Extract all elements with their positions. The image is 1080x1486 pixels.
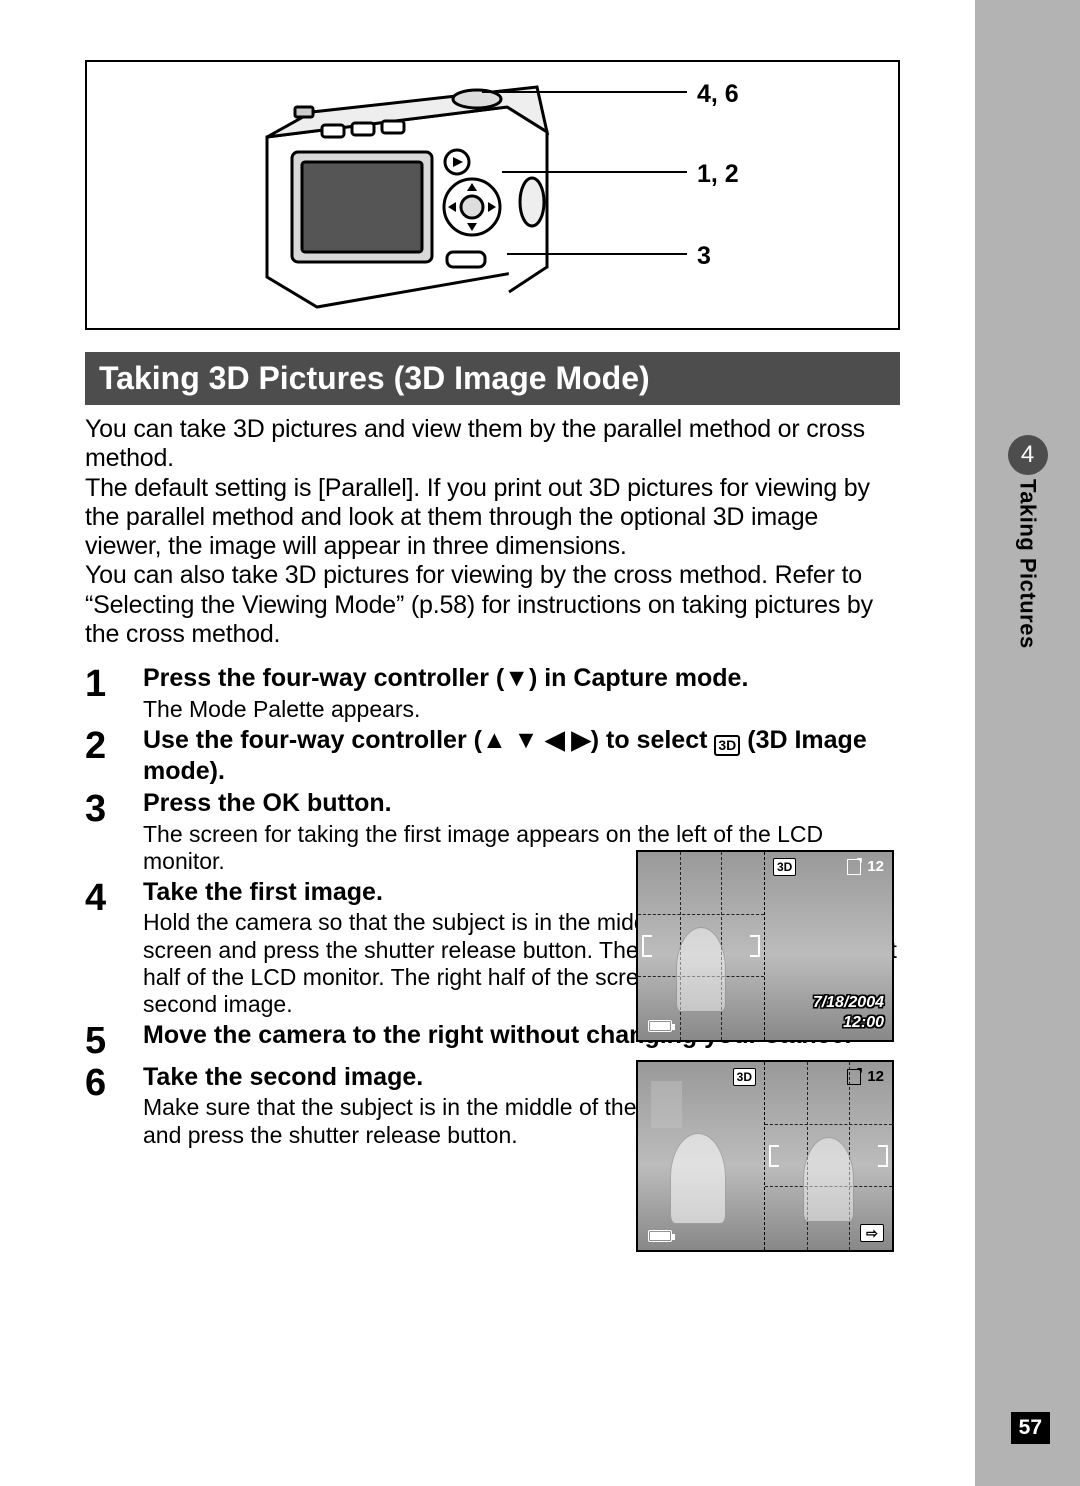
chapter-number-badge: 4 (1008, 435, 1048, 475)
step-num: 1 (85, 663, 143, 723)
step2-title-b: ) to select (591, 726, 715, 754)
intro-text: You can take 3D pictures and view them b… (85, 415, 900, 649)
step-title: Press the OK button. (143, 788, 900, 819)
step1-title-a: Press the four-way controller ( (143, 664, 504, 692)
callout-b: 1, 2 (697, 160, 739, 189)
lcd-date: 7/18/2004 (813, 994, 884, 1012)
card-icon (847, 1069, 861, 1085)
battery-icon (648, 1230, 672, 1242)
intro-p2: The default setting is [Parallel]. If yo… (85, 474, 900, 562)
intro-p3: You can also take 3D pictures for viewin… (85, 561, 900, 649)
lcd-3d-badge: 3D (773, 858, 796, 876)
lcd-time: 12:00 (843, 1014, 884, 1032)
step2-title-a: Use the four-way controller ( (143, 726, 482, 754)
step-1: 1 Press the four-way controller (▼) in C… (85, 663, 900, 723)
callout-a: 4, 6 (697, 80, 739, 109)
lcd-count: 12 (867, 858, 884, 875)
intro-p1: You can take 3D pictures and view them b… (85, 415, 900, 474)
step-num: 5 (85, 1020, 143, 1060)
page-number: 57 (1011, 1412, 1050, 1444)
callout-lines (87, 62, 902, 332)
mode-3d-icon: 3D (714, 735, 740, 756)
step-num: 4 (85, 877, 143, 1018)
lcd-arrow-icon: ⇨ (860, 1224, 884, 1242)
lcd-screenshot-1: 3D 12 7/18/2004 12:00 (636, 850, 894, 1042)
lcd-screenshot-2: 3D 12 ⇨ (636, 1060, 894, 1252)
chapter-label: Taking Pictures (1015, 479, 1041, 649)
card-icon (847, 859, 861, 875)
lcd-top-right: 12 (847, 858, 884, 875)
camera-illustration-box: 4, 6 1, 2 3 (85, 60, 900, 330)
down-triangle-icon: ▼ (504, 664, 529, 692)
step-num: 6 (85, 1062, 143, 1149)
step-title: Press the four-way controller (▼) in Cap… (143, 663, 900, 694)
page-gray-margin (975, 0, 1080, 1486)
step-num: 2 (85, 725, 143, 787)
arrow-keys-icon: ▲ ▼ ◀ ▶ (482, 726, 591, 754)
step1-title-b: ) in Capture mode. (529, 664, 748, 692)
page-content: 4, 6 1, 2 3 Taking 3D Pictures (3D Image… (85, 60, 900, 1151)
lcd-count: 12 (867, 1068, 884, 1085)
section-heading: Taking 3D Pictures (3D Image Mode) (85, 352, 900, 405)
side-tab: 4 Taking Pictures (975, 435, 1080, 649)
lcd-top-right: 12 (847, 1068, 884, 1085)
step-num: 3 (85, 788, 143, 875)
battery-icon (648, 1020, 672, 1032)
lcd-column: 3D 12 7/18/2004 12:00 3D (636, 850, 906, 1270)
lcd-3d-badge: 3D (733, 1068, 756, 1086)
callout-c: 3 (697, 242, 711, 271)
step-detail: The Mode Palette appears. (143, 696, 900, 723)
step-2: 2 Use the four-way controller (▲ ▼ ◀ ▶) … (85, 725, 900, 787)
step-title: Use the four-way controller (▲ ▼ ◀ ▶) to… (143, 725, 900, 787)
